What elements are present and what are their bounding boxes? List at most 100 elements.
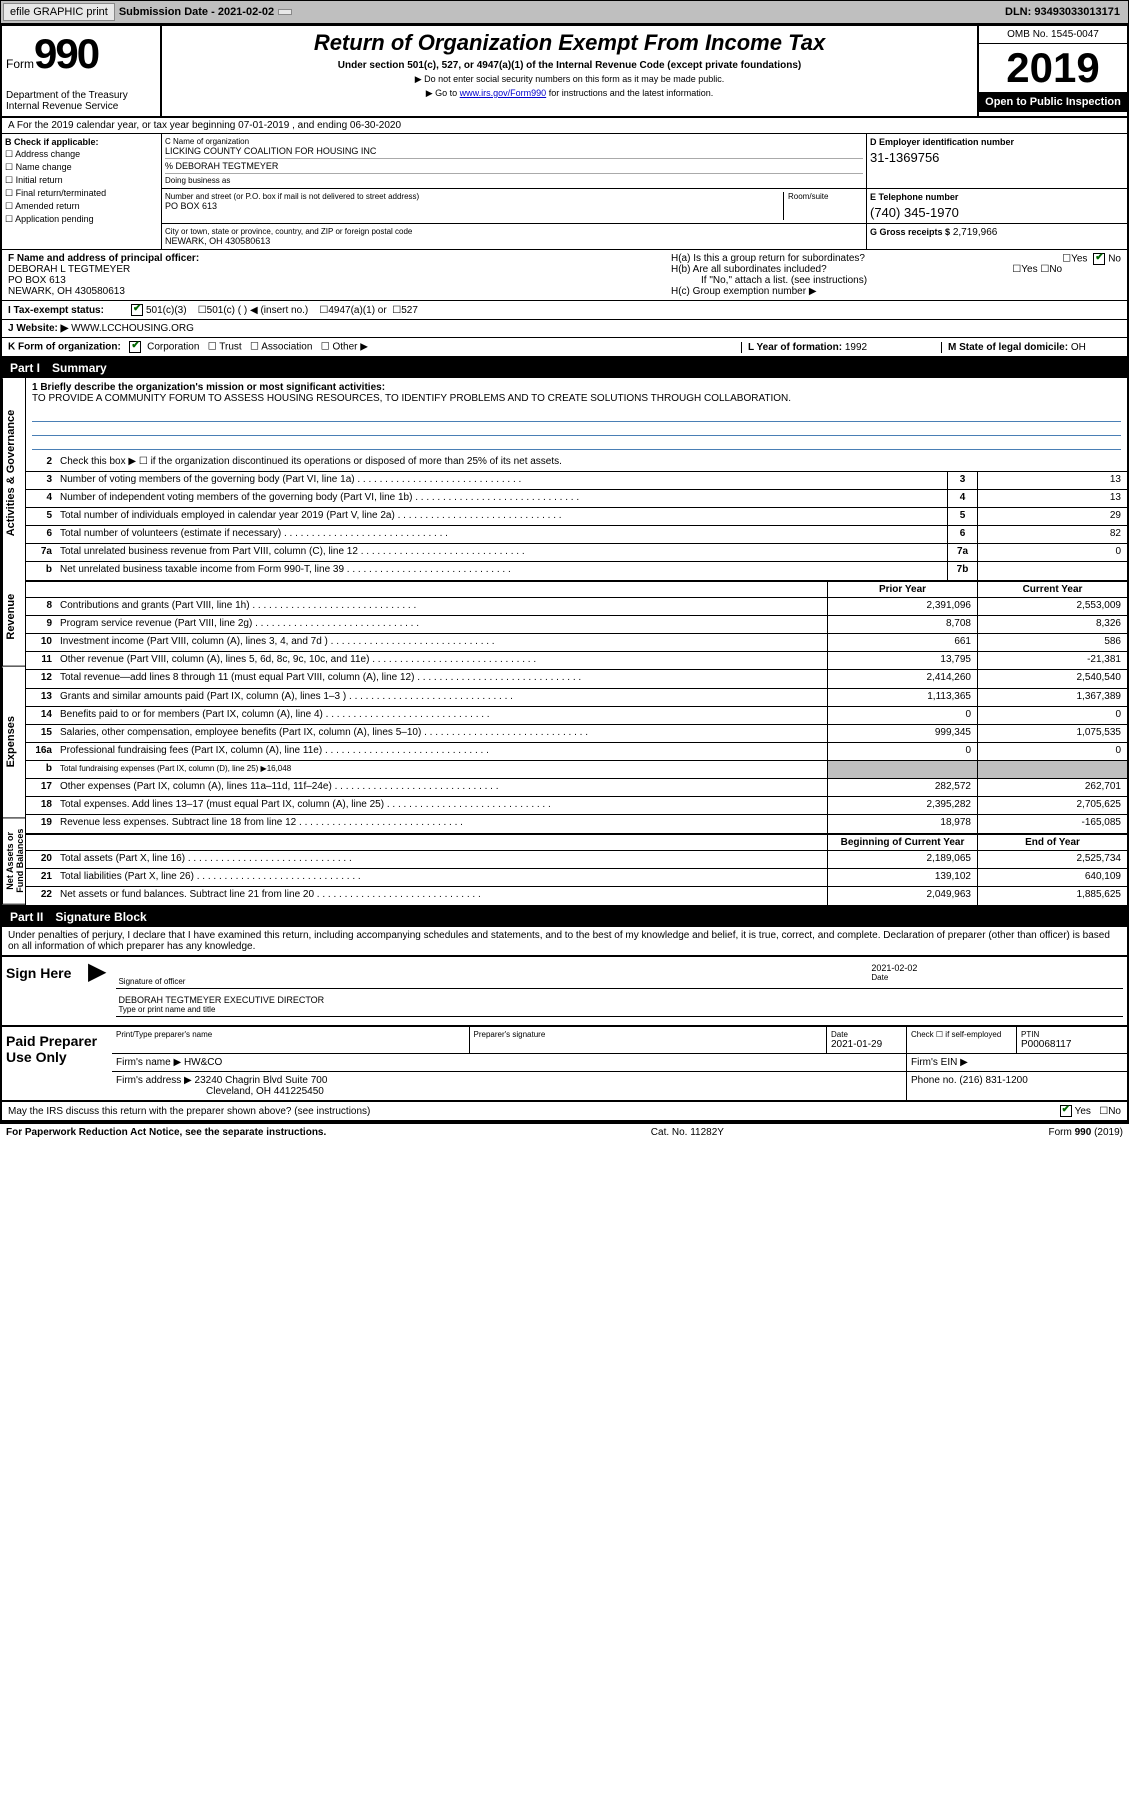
opt-527: 527 [401,305,418,316]
open-public-badge: Open to Public Inspection [979,92,1127,112]
hc-label: H(c) Group exemption number ▶ [671,286,1121,297]
note2-pre: ▶ Go to [426,88,460,98]
addr-value: PO BOX 613 [165,201,783,211]
discuss-label: May the IRS discuss this return with the… [8,1106,1057,1117]
table-row: 17Other expenses (Part IX, column (A), l… [26,779,1127,797]
omb-number: OMB No. 1545-0047 [979,26,1127,44]
vtab-netassets: Net Assets or Fund Balances [2,818,26,905]
part1-header: Part I Summary [2,358,1127,378]
blank-button[interactable] [278,9,292,15]
cb-final-return[interactable]: ☐ Final return/terminated [5,188,158,199]
part2-label: Part II [10,910,43,924]
table-row: 19Revenue less expenses. Subtract line 1… [26,815,1127,833]
line2-text: Check this box ▶ ☐ if the organization d… [56,454,1127,471]
paid-preparer-block: Paid Preparer Use Only Print/Type prepar… [2,1027,1127,1102]
preparer-label: Paid Preparer Use Only [2,1027,112,1100]
top-toolbar: efile GRAPHIC print Submission Date - 20… [0,0,1129,24]
form-subtitle: Under section 501(c), 527, or 4947(a)(1)… [170,60,969,71]
cb-application-pending[interactable]: ☐ Application pending [5,214,158,225]
org-name-label: C Name of organization [165,137,863,146]
year-formation-label: L Year of formation: [748,342,842,353]
table-row: 9Program service revenue (Part VIII, lin… [26,616,1127,634]
officer-signature[interactable]: Signature of officer [116,961,869,988]
table-row: 16aProfessional fundraising fees (Part I… [26,743,1127,761]
city-value: NEWARK, OH 430580613 [165,236,863,246]
officer-addr2: NEWARK, OH 430580613 [8,286,125,297]
table-row: 5Total number of individuals employed in… [26,508,1127,526]
gross-value: 2,719,966 [953,227,998,238]
dln-label: DLN: 93493033013171 [1005,6,1126,18]
gross-receipts-cell: G Gross receipts $ 2,719,966 [867,224,1127,249]
section-l: L Year of formation: 1992 [741,342,941,353]
ein-label: D Employer identification number [870,137,1124,147]
domicile: OH [1071,342,1086,353]
tax-exempt-label: I Tax-exempt status: [8,305,128,316]
cb-address-change[interactable]: ☐ Address change [5,149,158,160]
ha-no-checkbox[interactable] [1093,253,1105,265]
sign-date: 2021-02-02 Date [869,961,1123,988]
discuss-row: May the IRS discuss this return with the… [2,1102,1127,1122]
officer-name-type: DEBORAH TEGTMEYER EXECUTIVE DIRECTOR Typ… [116,993,1123,1016]
officer-addr1: PO BOX 613 [8,275,66,286]
section-c-d: C Name of organization LICKING COUNTY CO… [162,134,1127,249]
tel-value: (740) 345-1970 [870,205,1124,220]
room-label: Room/suite [788,192,863,201]
form-note2: ▶ Go to www.irs.gov/Form990 for instruct… [170,88,969,99]
form-title: Return of Organization Exempt From Incom… [170,30,969,56]
gross-label: G Gross receipts $ [870,227,950,237]
table-row: 13Grants and similar amounts paid (Part … [26,689,1127,707]
hb-yes[interactable]: Yes [1021,264,1037,275]
table-row: 20Total assets (Part X, line 16) 2,189,0… [26,851,1127,869]
opt-4947: 4947(a)(1) or [328,305,386,316]
efile-button[interactable]: efile GRAPHIC print [3,3,115,21]
discuss-yes-checkbox[interactable] [1060,1105,1072,1117]
preparer-name: Print/Type preparer's name [112,1027,470,1053]
part1-content: 1 Briefly describe the organization's mi… [26,378,1127,905]
ha-yes[interactable]: Yes [1071,254,1087,265]
part1-body: Activities & Governance Revenue Expenses… [2,378,1127,907]
sign-date-label: Date [871,973,1121,982]
part2-header: Part II Signature Block [2,907,1127,927]
footer-left: For Paperwork Reduction Act Notice, see … [6,1127,326,1138]
preparer-signature[interactable]: Preparer's signature [470,1027,828,1053]
vtab-governance: Activities & Governance [2,378,26,567]
line1-mission: 1 Briefly describe the organization's mi… [26,378,1127,408]
header-center: Return of Organization Exempt From Incom… [162,26,977,116]
officer-sig-label: Signature of officer [118,977,867,986]
mission-label: 1 Briefly describe the organization's mi… [32,382,385,393]
note2-post: for instructions and the latest informat… [546,88,713,98]
form-org-label: K Form of organization: [8,342,121,353]
cb-amended-return[interactable]: ☐ Amended return [5,201,158,212]
preparer-selfemployed[interactable]: Check ☐ if self-employed [907,1027,1017,1053]
table-row: 15Salaries, other compensation, employee… [26,725,1127,743]
preparer-right: Print/Type preparer's name Preparer's si… [112,1027,1127,1100]
officer-name: DEBORAH L TEGTMEYER [8,264,130,275]
cb-name-change[interactable]: ☐ Name change [5,162,158,173]
table-row: 11Other revenue (Part VIII, column (A), … [26,652,1127,670]
discuss-no[interactable]: No [1108,1106,1121,1117]
part1-title: Summary [52,361,107,375]
irs-link[interactable]: www.irs.gov/Form990 [460,88,547,98]
cb-initial-return[interactable]: ☐ Initial return [5,175,158,186]
discuss-yes: Yes [1075,1106,1091,1117]
section-b-c-d: B Check if applicable: ☐ Address change … [2,134,1127,250]
preparer-ptin: PTINP00068117 [1017,1027,1127,1053]
table-row: 14Benefits paid to or for members (Part … [26,707,1127,725]
ha-label: H(a) Is this a group return for subordin… [671,253,865,264]
table-row: 22Net assets or fund balances. Subtract … [26,887,1127,905]
firm-address: Firm's address ▶ 23240 Chagrin Blvd Suit… [112,1072,907,1100]
form-990-frame: Form990 Department of the Treasury Inter… [0,24,1129,1124]
cb-501c3[interactable] [131,304,143,316]
table-row: bNet unrelated business taxable income f… [26,562,1127,580]
opt-501c3: 501(c)(3) [146,305,187,316]
hb-no[interactable]: No [1049,264,1062,275]
mission-text: TO PROVIDE A COMMUNITY FORUM TO ASSESS H… [32,393,791,404]
table-row: 4Number of independent voting members of… [26,490,1127,508]
sign-arrow-icon: ▶ [82,957,112,1025]
revenue-colhead: Prior Year Current Year [26,580,1127,598]
table-row: 12Total revenue—add lines 8 through 11 (… [26,670,1127,688]
form-note1: ▶ Do not enter social security numbers o… [170,74,969,85]
org-name: LICKING COUNTY COALITION FOR HOUSING INC [165,146,863,156]
cb-corporation[interactable] [129,341,141,353]
year-formation: 1992 [845,342,867,353]
